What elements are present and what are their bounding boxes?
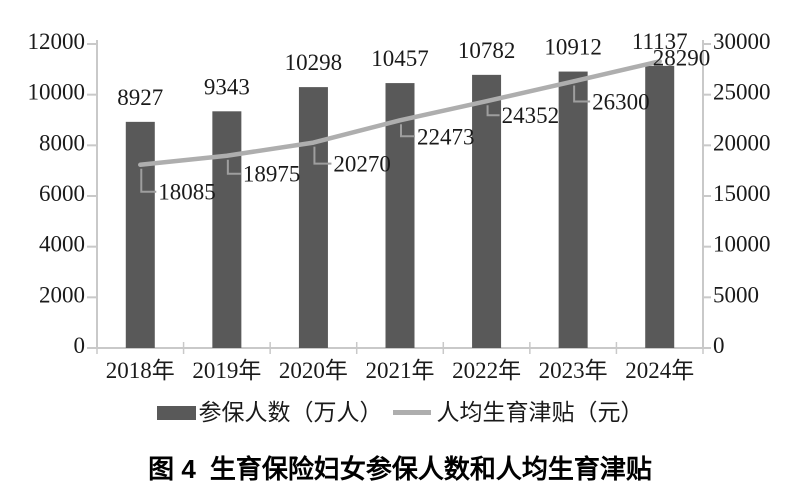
figure-caption: 图 4 生育保险妇女参保人数和人均生育津贴 (0, 449, 800, 486)
bar-value-label: 10912 (544, 35, 602, 60)
line-value-label: 20270 (333, 152, 391, 177)
x-axis-category-label: 2021年 (366, 358, 435, 383)
left-axis-tick-label: 12000 (28, 29, 86, 54)
right-axis-tick-label: 10000 (713, 232, 771, 257)
right-axis-tick-label: 5000 (713, 282, 759, 307)
x-axis-category-label: 2023年 (539, 358, 608, 383)
legend: 参保人数（万人） 人均生育津贴（元） (0, 400, 800, 425)
right-axis-tick-label: 15000 (713, 181, 771, 206)
bar-value-label: 9343 (204, 74, 250, 99)
right-axis-tick-label: 0 (713, 333, 725, 358)
x-axis-category-label: 2022年 (452, 358, 521, 383)
legend-bar-label: 参保人数（万人） (198, 400, 383, 425)
left-axis-tick-label: 8000 (39, 130, 85, 155)
line-label-connector (313, 146, 332, 165)
figure-caption-number: 图 4 (148, 454, 196, 484)
left-axis-tick-label: 0 (74, 333, 86, 358)
bar-2018年 (125, 121, 155, 348)
line-label-connector (486, 105, 500, 117)
line-label-connector (226, 159, 241, 175)
line-value-label: 18975 (243, 162, 301, 187)
line-value-label: 26300 (592, 89, 650, 114)
line-value-label: 22473 (417, 124, 475, 149)
bar-value-label: 10457 (371, 46, 429, 71)
x-axis-category-label: 2018年 (106, 358, 175, 383)
right-axis-tick-label: 20000 (713, 130, 771, 155)
line-value-label: 28290 (653, 45, 711, 70)
line-label-connector (400, 124, 415, 138)
right-axis-tick-label: 30000 (713, 29, 771, 54)
x-axis-category-label: 2019年 (192, 358, 261, 383)
x-axis-category-label: 2020年 (279, 358, 348, 383)
line-label-connector (573, 85, 591, 103)
bar-value-label: 8927 (117, 85, 163, 110)
bar-2024年 (645, 65, 675, 348)
line-value-label: 24352 (502, 103, 559, 128)
legend-line-swatch (392, 410, 431, 416)
x-axis-category-label: 2024年 (625, 358, 694, 383)
benefit-line (138, 59, 662, 167)
left-axis-tick-label: 2000 (39, 282, 85, 307)
legend-bar-swatch (156, 405, 196, 420)
bar-2020年 (298, 87, 328, 348)
bar-2022年 (472, 74, 502, 348)
legend-line-label: 人均生育津贴（元） (436, 400, 644, 425)
bar-value-label: 10782 (458, 38, 516, 63)
bar-2023年 (558, 71, 588, 348)
left-axis-tick-label: 6000 (39, 181, 85, 206)
bar-value-label: 10298 (285, 50, 343, 75)
left-axis-tick-label: 4000 (39, 232, 85, 257)
right-axis-tick-label: 25000 (713, 80, 771, 105)
line-label-connector (140, 168, 157, 193)
bar-2019年 (212, 111, 242, 348)
line-value-label: 18085 (158, 180, 216, 205)
figure-caption-title: 生育保险妇女参保人数和人均生育津贴 (209, 454, 652, 484)
bar-value-label: 11137 (632, 29, 688, 54)
left-axis-tick-label: 10000 (28, 80, 86, 105)
combo-chart-canvas: 0 2000 4000 6000 8000 10000 12000 0 5000 10000 150… (28, 29, 771, 383)
